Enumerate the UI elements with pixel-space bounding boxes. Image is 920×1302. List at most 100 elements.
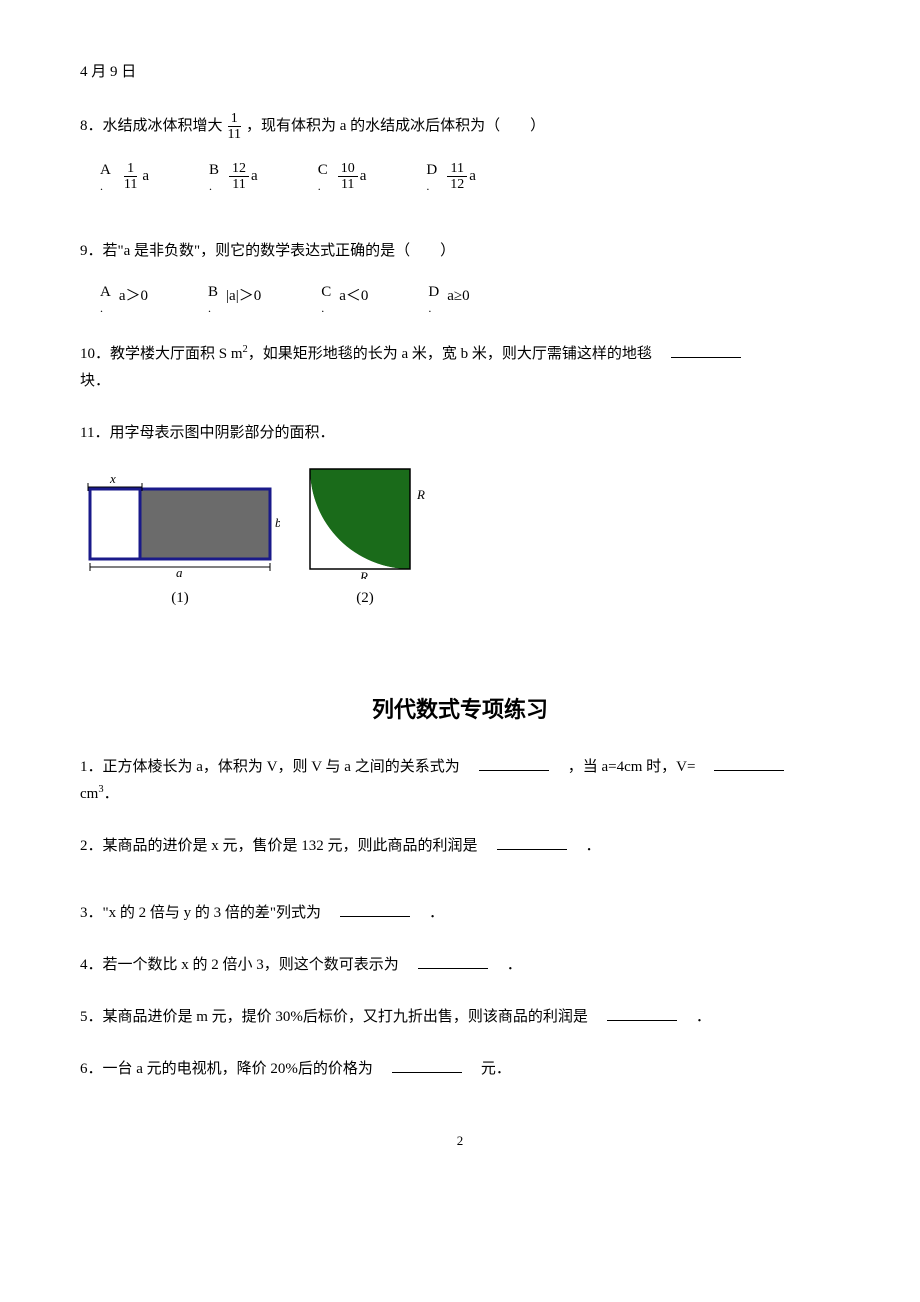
q9-options: A. a＞0 B. |a|＞0 C. a＜0 D. a≥0 (100, 283, 840, 315)
blank (479, 755, 549, 771)
p2-b: ． (571, 838, 601, 854)
blank (340, 901, 410, 917)
figure-1-svg: x a b (80, 469, 280, 579)
opt-text: a≥0 (447, 283, 469, 310)
page-number: 2 (80, 1133, 840, 1149)
fig2-r2-label: R (359, 569, 368, 579)
opt-text: a＜0 (339, 283, 368, 310)
frac-num: 1 (228, 111, 241, 127)
fig2-caption: (2) (356, 585, 374, 612)
opt-letter: B (209, 161, 219, 179)
opt-text: a＞0 (119, 283, 148, 310)
p5-a: 5．某商品进价是 m 元，提价 30%后标价，又打九折出售，则该商品的利润是 (80, 1009, 603, 1025)
opt-text: |a|＞0 (226, 283, 261, 310)
p1-d: ． (104, 786, 119, 802)
opt-dot: . (208, 301, 218, 315)
blank (497, 834, 567, 850)
q9-opt-c: C. a＜0 (321, 283, 368, 315)
opt-letter: B (208, 283, 218, 301)
opt-dot: . (426, 179, 437, 193)
blank (418, 953, 488, 969)
p1-c: cm (80, 786, 98, 802)
opt-frac: 1011 (338, 161, 358, 193)
frac-den: 11 (121, 177, 140, 192)
p1-a: 1．正方体棱长为 a，体积为 V，则 V 与 a 之间的关系式为 (80, 759, 475, 775)
opt-dot: . (318, 179, 328, 193)
p4-b: ． (492, 957, 522, 973)
q8-opt-b: B. 1211 a (209, 161, 258, 193)
p4-a: 4．若一个数比 x 的 2 倍小 3，则这个数可表示为 (80, 957, 414, 973)
opt-frac: 1211 (229, 161, 249, 193)
blank (671, 342, 741, 358)
opt-frac: 1112 (447, 161, 467, 193)
fig1-caption: (1) (171, 585, 189, 612)
practice-2: 2．某商品的进价是 x 元，售价是 132 元，则此商品的利润是 ． (80, 833, 840, 860)
q9-opt-b: B. |a|＞0 (208, 283, 261, 315)
q10-a: 10．教学楼大厅面积 S m (80, 346, 243, 362)
opt-dot: . (100, 179, 111, 193)
frac-den: 11 (225, 127, 244, 142)
practice-3: 3．"x 的 2 倍与 y 的 3 倍的差"列式为 ． (80, 900, 840, 927)
frac-num: 11 (447, 161, 466, 177)
opt-suffix: a (251, 163, 258, 190)
opt-letter: D (428, 283, 439, 301)
fig1-a-label: a (176, 565, 183, 579)
q9-opt-a: A. a＞0 (100, 283, 148, 315)
p6-a: 6．一台 a 元的电视机，降价 20%后的价格为 (80, 1061, 388, 1077)
question-9: 9．若"a 是非负数"，则它的数学表达式正确的是（ ） A. a＞0 B. |a… (80, 238, 840, 315)
q8-stem-a: 8．水结成冰体积增大 (80, 113, 223, 140)
page-date: 4 月 9 日 (80, 60, 840, 81)
q9-stem: 9．若"a 是非负数"，则它的数学表达式正确的是（ ） (80, 238, 840, 265)
opt-frac: 111 (121, 161, 140, 193)
opt-letter: C (321, 283, 331, 301)
p5-b: ． (681, 1009, 711, 1025)
q10-b: ，如果矩形地毯的长为 a 米，宽 b 米，则大厅需铺这样的地毯 (248, 346, 667, 362)
section-title: 列代数式专项练习 (80, 692, 840, 724)
opt-dot: . (209, 179, 219, 193)
opt-letter: D (426, 161, 437, 179)
q11-stem: 11．用字母表示图中阴影部分的面积． (80, 420, 840, 447)
blank (714, 755, 784, 771)
p3-b: ． (414, 905, 444, 921)
question-10: 10．教学楼大厅面积 S m2，如果矩形地毯的长为 a 米，宽 b 米，则大厅需… (80, 341, 840, 395)
q8-opt-c: C. 1011 a (318, 161, 367, 193)
figure-2-svg: R R (300, 459, 430, 579)
fig1-x-label: x (109, 471, 116, 486)
frac-den: 12 (447, 177, 467, 192)
practice-5: 5．某商品进价是 m 元，提价 30%后标价，又打九折出售，则该商品的利润是 ． (80, 1004, 840, 1031)
fig2-r1-label: R (416, 487, 425, 502)
blank (392, 1057, 462, 1073)
frac-den: 11 (229, 177, 248, 192)
p3-a: 3．"x 的 2 倍与 y 的 3 倍的差"列式为 (80, 905, 336, 921)
q8-stem-b: ，现有体积为 a 的水结成冰后体积为（ ） (246, 113, 545, 140)
opt-suffix: a (469, 163, 476, 190)
opt-dot: . (100, 301, 111, 315)
blank (607, 1005, 677, 1021)
opt-dot: . (428, 301, 439, 315)
frac-num: 1 (124, 161, 137, 177)
opt-suffix: a (360, 163, 367, 190)
question-8: 8．水结成冰体积增大 1 11 ，现有体积为 a 的水结成冰后体积为（ ） A.… (80, 111, 840, 193)
opt-suffix: a (142, 163, 149, 190)
practice-1: 1．正方体棱长为 a，体积为 V，则 V 与 a 之间的关系式为 ，当 a=4c… (80, 754, 840, 808)
frac-num: 10 (338, 161, 358, 177)
p2-a: 2．某商品的进价是 x 元，售价是 132 元，则此商品的利润是 (80, 838, 493, 854)
p1-b: ，当 a=4cm 时，V= (553, 759, 711, 775)
practice-4: 4．若一个数比 x 的 2 倍小 3，则这个数可表示为 ． (80, 952, 840, 979)
figure-1: x a b (1) (80, 469, 280, 612)
practice-6: 6．一台 a 元的电视机，降价 20%后的价格为 元． (80, 1056, 840, 1083)
frac-den: 11 (338, 177, 357, 192)
figure-2: R R (2) (300, 459, 430, 612)
opt-letter: A (100, 283, 111, 301)
fig1-b-label: b (275, 515, 280, 530)
q8-options: A. 111 a B. 1211 a C. 1011 a D. 1112 a (100, 161, 840, 193)
q10-c: 块． (80, 373, 110, 389)
q8-opt-d: D. 1112 a (426, 161, 476, 193)
q9-opt-d: D. a≥0 (428, 283, 469, 315)
opt-letter: A (100, 161, 111, 179)
question-11: 11．用字母表示图中阴影部分的面积． x a b (1) (80, 420, 840, 612)
opt-dot: . (321, 301, 331, 315)
opt-letter: C (318, 161, 328, 179)
q8-opt-a: A. 111 a (100, 161, 149, 193)
frac-num: 12 (229, 161, 249, 177)
